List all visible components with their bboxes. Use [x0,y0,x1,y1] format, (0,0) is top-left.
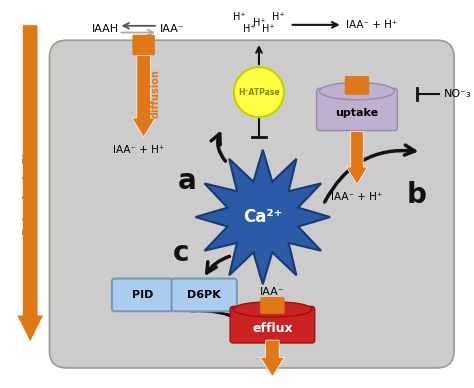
Text: H⁺: H⁺ [233,12,246,22]
Text: H⁺: H⁺ [243,24,255,34]
Text: IAAH: IAAH [91,24,119,34]
FancyArrow shape [346,132,367,184]
Text: H⁺: H⁺ [262,24,275,34]
Text: a: a [177,166,196,194]
Text: IAA⁻ + H⁺: IAA⁻ + H⁺ [113,145,164,155]
Ellipse shape [319,83,394,100]
FancyBboxPatch shape [346,77,368,94]
Text: H⁺ATPase: H⁺ATPase [238,88,280,97]
Polygon shape [196,150,330,284]
Text: c: c [173,239,190,267]
FancyArrow shape [132,55,155,137]
Text: Polar Auxin Flow: Polar Auxin Flow [23,136,33,235]
FancyBboxPatch shape [172,279,237,311]
Text: H⁺: H⁺ [253,18,265,28]
FancyBboxPatch shape [133,35,154,55]
Text: Ca²⁺: Ca²⁺ [243,208,283,226]
Text: D6PK: D6PK [187,290,221,300]
FancyBboxPatch shape [112,279,173,311]
Text: H⁺: H⁺ [272,12,284,22]
Text: IAA⁻ + H⁺: IAA⁻ + H⁺ [346,20,397,30]
FancyBboxPatch shape [261,298,284,313]
FancyBboxPatch shape [49,40,454,368]
Text: PID: PID [132,290,154,300]
Text: IAA⁻ + H⁺: IAA⁻ + H⁺ [331,192,383,202]
Circle shape [234,67,284,117]
Text: uptake: uptake [336,108,379,118]
FancyArrow shape [17,25,44,342]
FancyBboxPatch shape [317,88,397,131]
Text: IAA⁻: IAA⁻ [260,287,285,297]
Text: IAA⁻: IAA⁻ [160,24,185,34]
FancyBboxPatch shape [230,307,315,343]
Text: b: b [407,181,427,209]
Ellipse shape [233,301,312,317]
Text: efflux: efflux [252,322,293,335]
FancyArrow shape [260,340,284,377]
Text: diffusion: diffusion [150,69,160,118]
Text: NO⁻₃: NO⁻₃ [444,89,471,99]
